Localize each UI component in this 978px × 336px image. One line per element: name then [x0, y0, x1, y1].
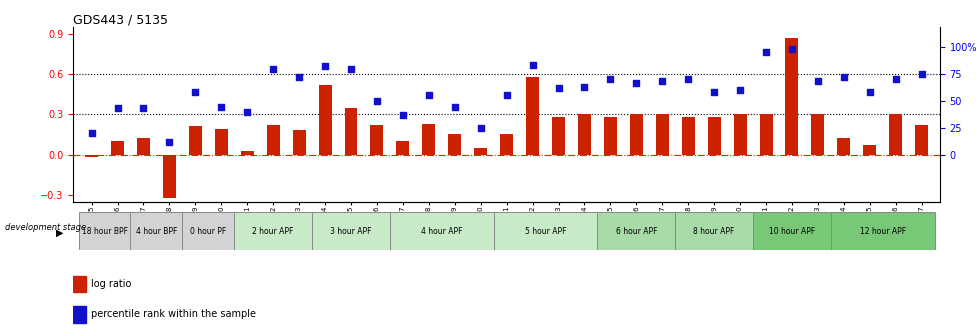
Bar: [111, 141, 124, 155]
Point: [732, 87, 747, 93]
Point: [887, 77, 903, 82]
Text: 4 hour BPF: 4 hour BPF: [136, 226, 177, 236]
Bar: [863, 145, 875, 155]
Point: [912, 71, 928, 77]
Bar: [603, 117, 616, 155]
Bar: [597, 212, 675, 250]
Point: [188, 89, 203, 95]
Bar: [552, 117, 564, 155]
Point: [343, 66, 359, 71]
Text: 8 hour APF: 8 hour APF: [692, 226, 734, 236]
Bar: [312, 212, 389, 250]
Bar: [292, 130, 305, 155]
Point: [576, 84, 592, 89]
Bar: [473, 148, 487, 155]
Point: [265, 66, 281, 71]
Point: [757, 50, 773, 55]
Bar: [234, 212, 312, 250]
Point: [110, 106, 125, 111]
Point: [809, 79, 824, 84]
Bar: [811, 114, 823, 155]
Bar: [182, 212, 234, 250]
Point: [835, 75, 851, 80]
Text: 4 hour APF: 4 hour APF: [421, 226, 462, 236]
Point: [601, 77, 617, 82]
Bar: [422, 124, 435, 155]
Point: [498, 93, 513, 98]
Bar: [888, 114, 902, 155]
Text: 12 hour APF: 12 hour APF: [859, 226, 905, 236]
Point: [861, 89, 876, 95]
Bar: [830, 212, 934, 250]
Point: [653, 79, 669, 84]
Point: [317, 64, 333, 69]
Point: [783, 46, 799, 52]
Bar: [525, 77, 539, 155]
Text: 10 hour APF: 10 hour APF: [768, 226, 815, 236]
Bar: [629, 114, 643, 155]
Bar: [914, 125, 927, 155]
Text: 6 hour APF: 6 hour APF: [615, 226, 656, 236]
Bar: [266, 125, 280, 155]
Bar: [675, 212, 752, 250]
Bar: [78, 212, 130, 250]
Bar: [707, 117, 720, 155]
Point: [705, 89, 721, 95]
Point: [84, 130, 100, 136]
Point: [447, 104, 463, 110]
Bar: [733, 114, 746, 155]
Point: [240, 109, 255, 114]
Bar: [214, 129, 228, 155]
Bar: [752, 212, 830, 250]
Bar: [318, 85, 332, 155]
Bar: [389, 212, 493, 250]
Point: [421, 93, 436, 98]
Point: [524, 62, 540, 68]
Bar: [655, 114, 668, 155]
Bar: [500, 134, 512, 155]
Point: [395, 112, 411, 118]
Text: 5 hour APF: 5 hour APF: [524, 226, 565, 236]
Bar: [85, 155, 98, 157]
Point: [628, 80, 644, 85]
Text: percentile rank within the sample: percentile rank within the sample: [90, 309, 255, 319]
Bar: [73, 276, 85, 292]
Bar: [577, 114, 591, 155]
Bar: [130, 212, 182, 250]
Bar: [189, 126, 201, 155]
Point: [291, 75, 307, 80]
Text: 18 hour BPF: 18 hour BPF: [81, 226, 127, 236]
Point: [213, 104, 229, 110]
Bar: [73, 306, 85, 323]
Bar: [784, 38, 798, 155]
Point: [550, 85, 565, 91]
Bar: [137, 138, 150, 155]
Text: 2 hour APF: 2 hour APF: [252, 226, 293, 236]
Text: development stage: development stage: [5, 223, 86, 232]
Bar: [241, 151, 253, 155]
Bar: [448, 134, 461, 155]
Bar: [162, 155, 176, 198]
Text: log ratio: log ratio: [90, 279, 131, 289]
Text: GDS443 / 5135: GDS443 / 5135: [73, 14, 168, 27]
Bar: [759, 114, 772, 155]
Bar: [396, 141, 409, 155]
Bar: [370, 125, 383, 155]
Bar: [493, 212, 597, 250]
Bar: [836, 138, 850, 155]
Point: [161, 139, 177, 144]
Point: [369, 98, 384, 103]
Text: 0 hour PF: 0 hour PF: [190, 226, 226, 236]
Point: [472, 125, 488, 130]
Bar: [681, 117, 694, 155]
Point: [680, 77, 695, 82]
Text: ▶: ▶: [56, 228, 64, 238]
Bar: [344, 108, 357, 155]
Point: [136, 106, 152, 111]
Text: 3 hour APF: 3 hour APF: [330, 226, 372, 236]
